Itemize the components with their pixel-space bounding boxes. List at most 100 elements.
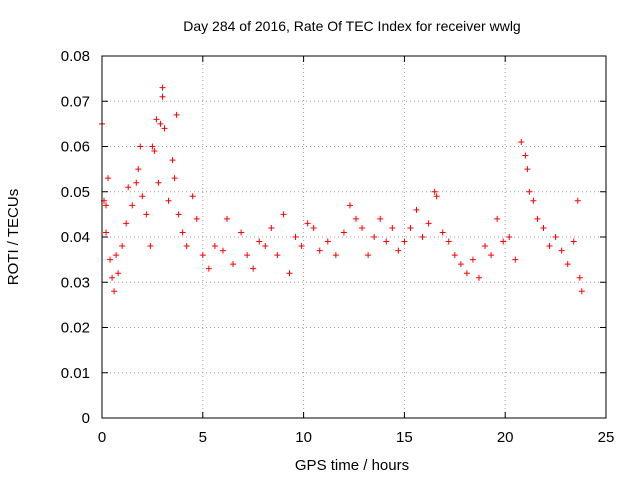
data-point	[137, 143, 144, 150]
data-point	[546, 243, 553, 250]
data-point	[159, 93, 166, 100]
y-tick-label: 0.02	[61, 320, 90, 337]
data-point	[534, 215, 541, 222]
data-point	[365, 252, 372, 259]
data-point	[292, 234, 299, 240]
chart-title: Day 284 of 2016, Rate Of TEC Index for r…	[183, 18, 520, 34]
data-point	[530, 197, 537, 204]
data-point	[262, 243, 269, 250]
data-point	[558, 247, 565, 254]
data-point	[526, 188, 533, 195]
data-point	[316, 247, 323, 254]
data-point	[103, 229, 110, 236]
data-point	[431, 188, 438, 195]
x-tick-label: 25	[598, 429, 615, 446]
axis-ticks	[101, 55, 607, 419]
data-point	[298, 243, 305, 250]
data-point	[383, 238, 390, 245]
data-point	[129, 202, 136, 209]
data-point	[139, 193, 146, 200]
data-point	[189, 193, 196, 200]
data-point	[173, 111, 180, 118]
data-point	[518, 138, 525, 145]
x-axis-label: GPS time / hours	[295, 457, 409, 474]
data-point	[159, 84, 166, 91]
data-point	[143, 211, 150, 218]
data-point	[512, 256, 519, 263]
data-point	[175, 211, 182, 218]
data-point	[133, 179, 140, 186]
data-point	[165, 197, 172, 204]
data-point	[205, 265, 212, 272]
data-point	[413, 206, 420, 213]
data-point	[109, 274, 116, 281]
grid	[102, 56, 606, 418]
data-point	[445, 238, 452, 245]
y-tick-label: 0.03	[61, 274, 90, 291]
data-point	[119, 243, 126, 250]
data-point	[219, 247, 226, 254]
data-point	[451, 252, 458, 259]
data-point	[179, 229, 186, 236]
data-point	[115, 270, 122, 277]
data-point	[161, 125, 168, 132]
data-point	[183, 243, 190, 250]
data-point	[482, 243, 489, 250]
data-point	[151, 148, 158, 155]
data-point	[274, 252, 281, 259]
data-point	[500, 238, 507, 245]
data-point	[211, 243, 218, 250]
data-point	[230, 261, 237, 268]
y-tick-label: 0.05	[61, 184, 90, 201]
data-point	[123, 220, 130, 227]
data-point	[574, 197, 581, 204]
data-point	[193, 215, 200, 222]
data-point	[552, 234, 559, 240]
data-point	[332, 252, 339, 259]
data-point	[310, 224, 317, 231]
data-point	[353, 215, 360, 222]
x-tick-label: 15	[396, 429, 413, 446]
data-points	[99, 84, 585, 295]
data-point	[540, 224, 547, 231]
data-point	[324, 238, 331, 245]
data-point	[570, 238, 577, 245]
data-point	[524, 166, 531, 173]
data-point	[433, 193, 440, 200]
data-point	[155, 179, 162, 186]
data-point	[256, 238, 263, 245]
data-point	[147, 243, 154, 250]
data-point	[359, 224, 366, 231]
data-point	[286, 270, 293, 277]
data-point	[463, 270, 470, 277]
y-axis-label: ROTI / TECUs	[5, 189, 22, 285]
y-tick-label: 0.04	[61, 229, 90, 246]
data-point	[340, 229, 347, 236]
data-point	[103, 202, 110, 209]
data-point	[488, 252, 495, 259]
data-point	[395, 247, 402, 254]
x-tick-label: 0	[98, 429, 106, 446]
data-point	[107, 256, 114, 263]
data-point	[153, 116, 160, 123]
x-tick-label: 20	[497, 429, 514, 446]
data-point	[401, 238, 408, 245]
data-point	[469, 256, 476, 263]
data-point	[169, 157, 176, 164]
y-tick-label: 0	[82, 410, 90, 427]
data-point	[135, 166, 142, 173]
x-tick-label: 10	[295, 429, 312, 446]
y-tick-label: 0.01	[61, 365, 90, 382]
data-point	[506, 234, 513, 240]
data-point	[576, 274, 583, 281]
data-point	[475, 274, 482, 281]
data-point	[425, 220, 432, 227]
data-point	[105, 175, 112, 182]
y-tick-labels: 0 0.01 0.02 0.03 0.04 0.05 0.06 0.07 0.08	[61, 48, 90, 427]
y-tick-label: 0.06	[61, 139, 90, 156]
y-tick-label: 0.07	[61, 93, 90, 110]
data-point	[199, 252, 206, 259]
y-tick-label: 0.08	[61, 48, 90, 65]
data-point	[407, 224, 414, 231]
